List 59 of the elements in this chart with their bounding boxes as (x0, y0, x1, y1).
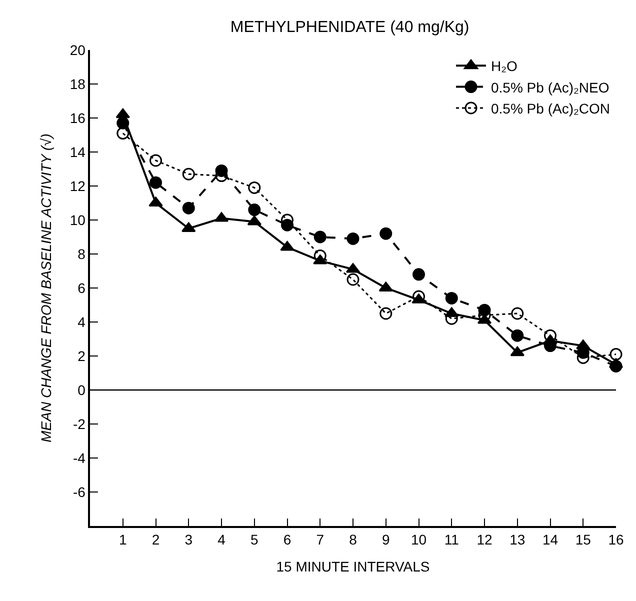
point (248, 181, 261, 194)
point (610, 348, 622, 361)
point (380, 227, 392, 240)
y-tick-label: 8 (78, 246, 86, 262)
x-tick-label: 12 (476, 532, 492, 548)
point (314, 230, 326, 244)
y-tick-label: 18 (70, 76, 86, 92)
y-tick-label: 16 (70, 110, 86, 126)
x-tick-label: 13 (510, 532, 526, 548)
legend-label: 0.5% Pb (Ac)₂NEO (491, 79, 610, 96)
x-tick-label: 1 (118, 532, 127, 548)
x-tick-label: 3 (184, 532, 193, 548)
point (150, 154, 162, 167)
y-tick-label: 6 (78, 280, 86, 296)
y-tick-label: 20 (70, 42, 86, 58)
x-tick-label: 2 (152, 532, 160, 548)
y-tick-label: 14 (70, 144, 86, 160)
point (182, 168, 195, 180)
x-tick-label: 5 (250, 532, 258, 548)
x-tick-label: 7 (316, 532, 324, 548)
point (445, 292, 458, 304)
x-tick-label: 14 (542, 532, 558, 548)
x-tick-label: 9 (382, 532, 390, 548)
point (150, 176, 162, 189)
y-tick-label: 4 (78, 314, 86, 330)
legend-label: H₂O (491, 58, 518, 74)
point (182, 202, 195, 214)
y-tick-label: -4 (72, 450, 86, 466)
point (346, 232, 360, 245)
point (280, 240, 294, 251)
point (610, 360, 622, 372)
y-tick-label: 0 (78, 382, 86, 398)
y-tick-label: -2 (72, 416, 86, 432)
point (380, 307, 392, 320)
x-tick-label: 15 (575, 532, 592, 548)
x-axis-title: 15 MINUTE INTERVALS (276, 558, 430, 574)
y-tick-label: 12 (70, 178, 86, 194)
y-tick-label: -6 (72, 484, 86, 500)
point (116, 116, 130, 130)
point (248, 204, 261, 216)
point (116, 108, 130, 118)
y-tick-label: 10 (70, 212, 86, 228)
y-axis-title: MEAN CHANGE FROM BASELINE ACTIVITY (√) (38, 134, 54, 442)
x-tick-label: 8 (349, 532, 358, 548)
x-tick-label: 11 (444, 532, 460, 548)
x-tick-label: 4 (218, 532, 226, 548)
x-tick-label: 6 (283, 532, 292, 548)
point (511, 307, 524, 320)
point (116, 127, 130, 140)
point (510, 346, 524, 356)
point (346, 273, 360, 286)
chart-title: METHYLPHENIDATE (40 mg/Kg) (230, 19, 470, 36)
x-tick-label: 16 (608, 532, 624, 548)
point (412, 268, 425, 281)
y-tick-label: 2 (78, 348, 86, 364)
x-tick-label: 10 (410, 532, 427, 548)
point (511, 329, 524, 342)
legend-label: 0.5% Pb (Ac)₂CON (491, 100, 610, 116)
point (247, 215, 262, 226)
